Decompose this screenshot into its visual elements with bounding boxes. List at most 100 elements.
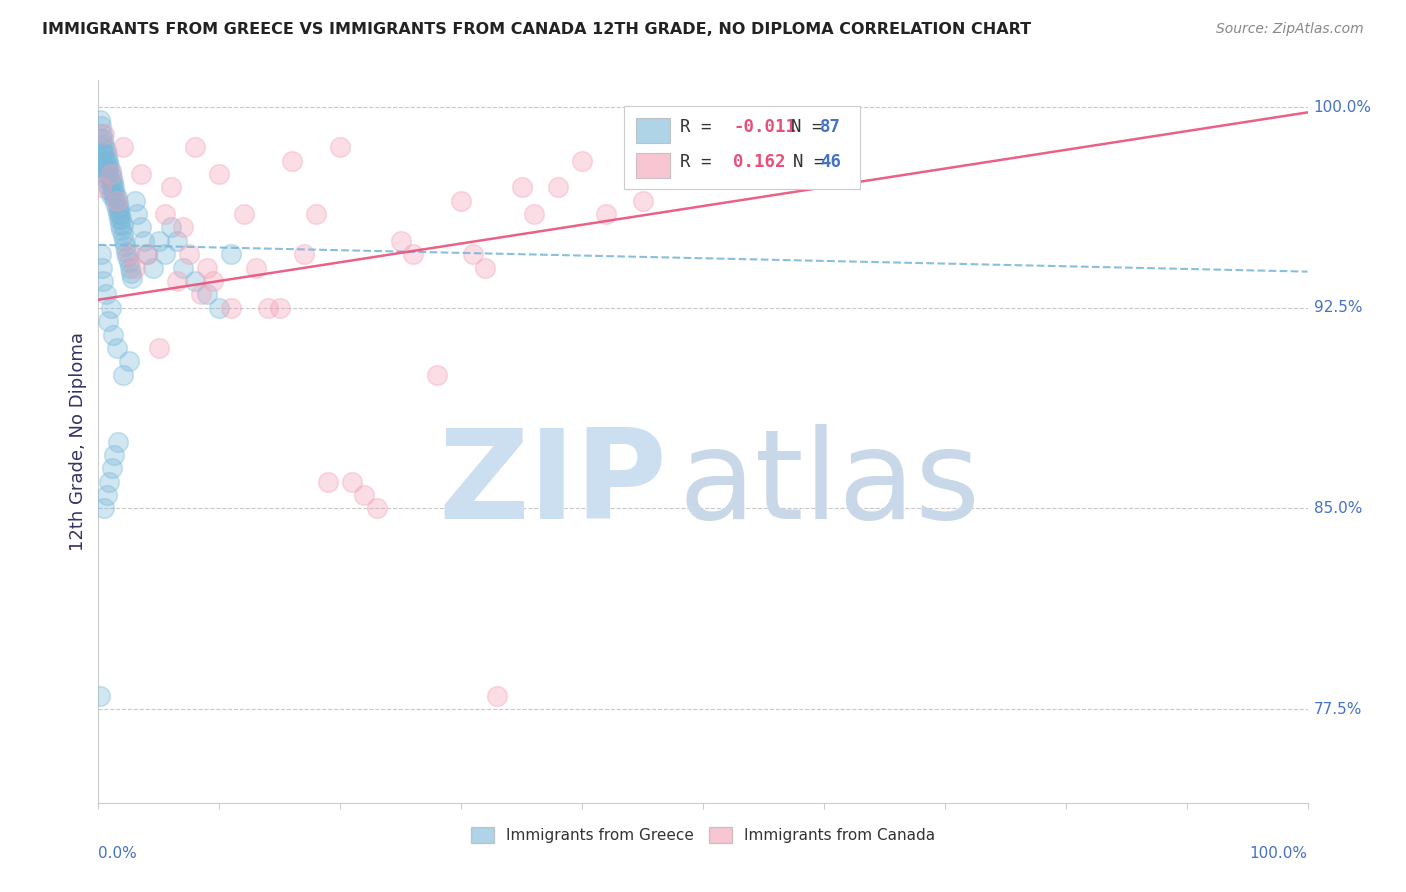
Point [103,180,125,194]
Text: 92.5%: 92.5% [1313,301,1362,315]
Point [292,247,315,261]
Y-axis label: 12th Grade, No Diploma: 12th Grade, No Diploma [69,332,87,551]
Point [366,501,388,516]
Point [232,207,254,221]
Point [96,172,118,186]
Point [571,153,593,168]
Point [107,207,129,221]
Point [153,247,176,261]
Text: -0.011: -0.011 [734,119,796,136]
Point [172,260,194,275]
Point [112,234,135,248]
Point [129,220,152,235]
Point [97,164,120,178]
Point [245,260,267,275]
Point [104,196,127,211]
Point [100,461,122,475]
Point [153,207,176,221]
Point [108,202,131,216]
Point [510,180,533,194]
Point [221,247,243,261]
Text: R =: R = [681,153,723,171]
Point [195,260,218,275]
Point [148,234,170,248]
Point [160,180,183,194]
FancyBboxPatch shape [624,105,860,189]
Point [110,223,132,237]
Point [124,260,146,275]
Point [389,234,412,248]
Point [127,207,149,221]
Point [166,234,188,248]
Point [202,274,225,288]
Point [97,314,120,328]
Point [91,159,114,173]
Point [118,247,141,261]
Point [90,119,112,133]
Point [118,255,141,269]
Point [103,448,125,462]
Point [631,194,654,208]
Point [98,475,121,489]
Point [107,434,129,449]
Point [184,140,207,154]
Point [595,207,617,221]
Point [98,169,121,184]
Point [426,368,449,382]
Legend: Immigrants from Greece, Immigrants from Canada: Immigrants from Greece, Immigrants from … [464,822,942,849]
Point [160,220,183,235]
Point [353,488,375,502]
Point [190,287,212,301]
Point [93,501,115,516]
Point [134,234,156,248]
Point [208,167,231,181]
Point [100,180,122,194]
Point [90,180,112,194]
Point [105,194,128,208]
Point [115,244,138,259]
Point [97,153,120,168]
Point [129,167,152,181]
Point [135,247,157,261]
Point [221,301,243,315]
Point [281,153,304,168]
Point [305,207,328,221]
Point [100,167,122,181]
Text: 0.0%: 0.0% [98,847,138,861]
Point [111,140,134,154]
Text: 0.162: 0.162 [734,153,786,171]
Point [91,145,114,160]
Point [108,218,131,232]
Point [89,113,111,128]
Point [94,287,117,301]
Point [118,354,141,368]
Bar [637,118,671,143]
Point [91,140,114,154]
Point [269,301,291,315]
Point [100,301,122,315]
Point [98,183,121,197]
Point [474,260,496,275]
Point [195,287,218,301]
Point [523,207,546,221]
Point [486,689,509,703]
Point [450,194,472,208]
Text: 87: 87 [820,119,841,136]
Point [184,274,207,288]
Point [94,167,117,181]
Point [103,191,125,205]
Point [342,475,364,489]
Point [111,368,134,382]
Point [110,212,132,227]
Point [101,186,124,200]
Point [89,689,111,703]
Point [93,127,115,141]
Point [96,159,118,173]
Point [108,207,131,221]
Point [91,127,114,141]
Point [105,202,128,216]
Point [94,143,117,157]
Point [97,178,120,192]
Point [91,260,114,275]
Point [93,161,115,176]
